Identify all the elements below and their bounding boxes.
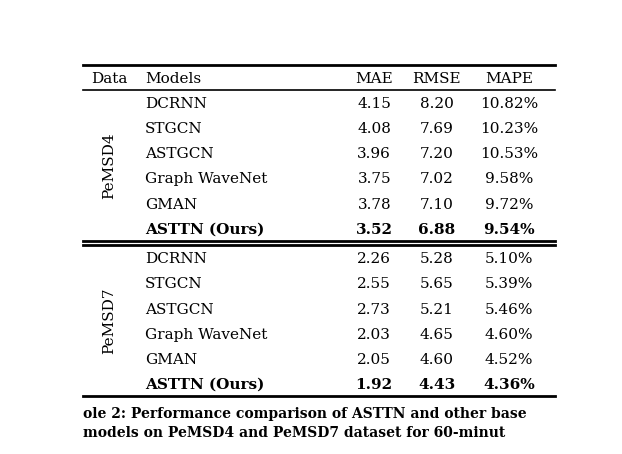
Text: 5.65: 5.65 (420, 277, 454, 291)
Text: DCRNN: DCRNN (146, 97, 207, 111)
Text: 6.88: 6.88 (418, 223, 455, 237)
Text: ASTTN (Ours): ASTTN (Ours) (146, 223, 264, 237)
Text: ASTGCN: ASTGCN (146, 302, 214, 316)
Text: 7.02: 7.02 (420, 173, 454, 187)
Text: 3.96: 3.96 (357, 147, 391, 161)
Text: 7.69: 7.69 (420, 122, 454, 136)
Text: 9.58%: 9.58% (485, 173, 534, 187)
Text: 8.20: 8.20 (420, 97, 454, 111)
Text: 2.05: 2.05 (357, 353, 391, 367)
Text: 2.26: 2.26 (357, 252, 391, 266)
Text: STGCN: STGCN (146, 277, 203, 291)
Text: 9.54%: 9.54% (483, 223, 535, 237)
Text: 1.92: 1.92 (356, 378, 392, 392)
Text: 3.52: 3.52 (356, 223, 392, 237)
Text: DCRNN: DCRNN (146, 252, 207, 266)
Text: 10.53%: 10.53% (480, 147, 538, 161)
Text: MAPE: MAPE (485, 72, 533, 86)
Text: 5.28: 5.28 (420, 252, 454, 266)
Text: ole 2: Performance comparison of ASTTN and other base: ole 2: Performance comparison of ASTTN a… (83, 407, 526, 421)
Text: 4.65: 4.65 (420, 328, 454, 342)
Text: 7.20: 7.20 (420, 147, 454, 161)
Text: GMAN: GMAN (146, 353, 197, 367)
Text: 10.82%: 10.82% (480, 97, 538, 111)
Text: 4.52%: 4.52% (485, 353, 534, 367)
Text: Models: Models (146, 72, 202, 86)
Text: models on PeMSD4 and PeMSD7 dataset for 60-minut: models on PeMSD4 and PeMSD7 dataset for … (83, 426, 505, 440)
Text: 5.21: 5.21 (420, 302, 454, 316)
Text: PeMSD7: PeMSD7 (102, 288, 116, 354)
Text: STGCN: STGCN (146, 122, 203, 136)
Text: 3.75: 3.75 (358, 173, 391, 187)
Text: 2.03: 2.03 (357, 328, 391, 342)
Text: ASTGCN: ASTGCN (146, 147, 214, 161)
Text: Graph WaveNet: Graph WaveNet (146, 173, 267, 187)
Text: GMAN: GMAN (146, 197, 197, 212)
Text: 4.36%: 4.36% (483, 378, 535, 392)
Text: 7.10: 7.10 (420, 197, 454, 212)
Text: 4.60%: 4.60% (485, 328, 534, 342)
Text: 2.55: 2.55 (357, 277, 391, 291)
Text: 4.60: 4.60 (420, 353, 454, 367)
Text: 2.73: 2.73 (357, 302, 391, 316)
Text: MAE: MAE (355, 72, 393, 86)
Text: 9.72%: 9.72% (485, 197, 534, 212)
Text: 5.46%: 5.46% (485, 302, 534, 316)
Text: 10.23%: 10.23% (480, 122, 538, 136)
Text: ASTTN (Ours): ASTTN (Ours) (146, 378, 264, 392)
Text: 4.43: 4.43 (418, 378, 455, 392)
Text: PeMSD4: PeMSD4 (102, 132, 116, 199)
Text: 5.10%: 5.10% (485, 252, 534, 266)
Text: Graph WaveNet: Graph WaveNet (146, 328, 267, 342)
Text: 3.78: 3.78 (358, 197, 391, 212)
Text: RMSE: RMSE (412, 72, 461, 86)
Text: 4.15: 4.15 (357, 97, 391, 111)
Text: Data: Data (91, 72, 128, 86)
Text: 5.39%: 5.39% (485, 277, 534, 291)
Text: 4.08: 4.08 (357, 122, 391, 136)
